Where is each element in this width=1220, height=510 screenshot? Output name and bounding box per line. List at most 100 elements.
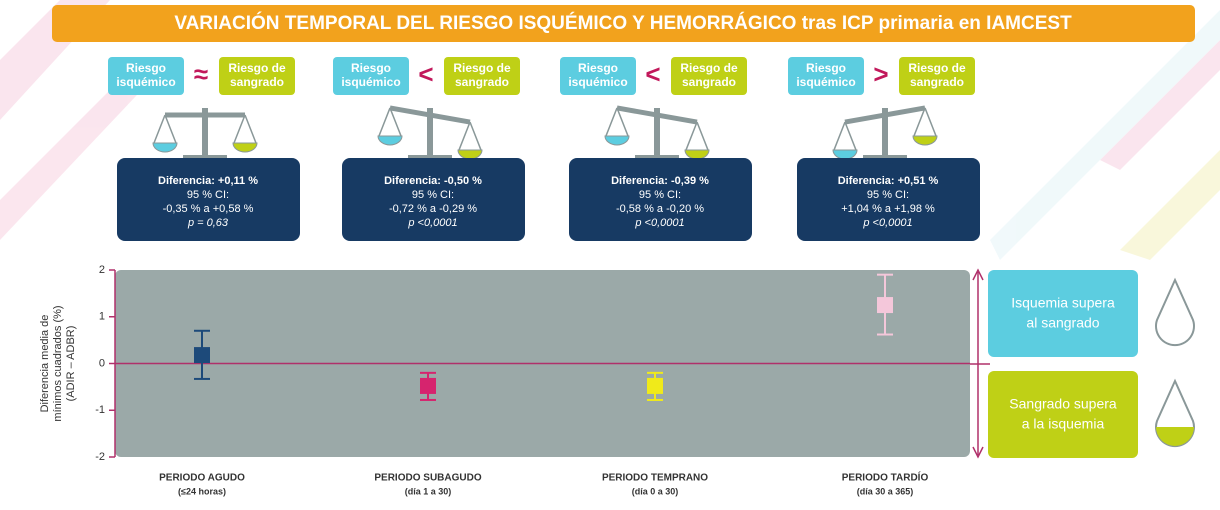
stats-line: Diferencia: -0,50 % — [384, 175, 482, 187]
ischemic-label: Riesgo — [578, 61, 618, 75]
point — [647, 377, 663, 394]
scale-pan — [832, 149, 858, 160]
bleeding-label-box — [671, 57, 747, 95]
ischemic-label: Riesgo — [351, 61, 391, 75]
ischemic-label-box — [333, 57, 409, 95]
ischemic-label: Riesgo — [126, 61, 166, 75]
scale-strings — [153, 114, 177, 144]
background-stripes — [0, 0, 1220, 260]
scale-pan — [912, 135, 938, 146]
point — [194, 347, 210, 364]
ischemic-label: isquémico — [116, 75, 175, 89]
stats-line: 95 % CI: — [639, 189, 681, 201]
ischemic-label-box — [108, 57, 184, 95]
balance-scale — [832, 105, 938, 161]
y-axis-label: mínimos cuadrados (%) — [52, 305, 64, 421]
scale-strings — [605, 107, 629, 137]
scale-post — [202, 108, 208, 158]
scale-strings — [378, 107, 402, 137]
scale-post — [427, 108, 433, 158]
side-arrow-head — [972, 268, 984, 459]
point — [420, 377, 436, 394]
comparison-symbol: > — [873, 59, 888, 89]
x-tick-label: PERIODO AGUDO — [159, 473, 245, 484]
y-tick-label: -1 — [95, 404, 105, 416]
bleeding-label: sangrado — [455, 75, 509, 89]
y-tick-label: -2 — [95, 451, 105, 463]
bleeding-label: sangrado — [230, 75, 284, 89]
y-axis-label: (ADIR – ADBR) — [65, 326, 77, 402]
title-bar — [52, 5, 1195, 42]
point — [877, 297, 893, 314]
side-box — [988, 371, 1138, 458]
scale-strings — [233, 114, 257, 144]
scale-beam — [616, 105, 698, 125]
comparison-symbol: ≈ — [194, 59, 208, 89]
comparison-symbol: < — [418, 59, 433, 89]
ischemic-label: Riesgo — [806, 61, 846, 75]
stats-box — [569, 158, 752, 241]
stats-line: -0,72 % a -0,29 % — [389, 203, 477, 215]
scale-beam — [389, 105, 471, 125]
drop-fill — [1156, 427, 1194, 446]
scale-pan — [152, 142, 178, 153]
scale-pan — [457, 149, 483, 160]
stats-line: Diferencia: +0,11 % — [158, 175, 258, 187]
title: VARIACIÓN TEMPORAL DEL RIESGO ISQUÉMICO … — [174, 12, 1072, 34]
drop-icon — [1155, 378, 1195, 448]
stats-line: +1,04 % a +1,98 % — [841, 203, 935, 215]
y-tick-label: 2 — [99, 264, 105, 276]
stats-line: -0,35 % a +0,58 % — [163, 203, 254, 215]
scale-pan — [232, 142, 258, 153]
stats-line: 95 % CI: — [867, 189, 909, 201]
y-axis-label: Diferencia media de — [39, 315, 51, 413]
side-box-label: a la isquemia — [1022, 416, 1105, 432]
stats-line: p <0,0001 — [407, 217, 457, 229]
ischemic-label-box — [560, 57, 636, 95]
scale-strings — [833, 121, 857, 151]
x-tick-label: PERIODO SUBAGUDO — [374, 473, 481, 484]
y-tick-label: 1 — [99, 311, 105, 323]
bleeding-label: Riesgo de — [908, 61, 966, 75]
x-tick-sublabel: (día 0 a 30) — [632, 486, 679, 496]
bleeding-label-box — [899, 57, 975, 95]
bleeding-label-box — [444, 57, 520, 95]
bleeding-label: sangrado — [682, 75, 736, 89]
stats-line: -0,58 % a -0,20 % — [616, 203, 704, 215]
stats-line: 95 % CI: — [412, 189, 454, 201]
side-box — [988, 270, 1138, 357]
bleeding-label: sangrado — [910, 75, 964, 89]
bleeding-label: Riesgo de — [228, 61, 286, 75]
balance-scale — [152, 108, 258, 161]
stats-line: 95 % CI: — [187, 189, 229, 201]
ischemic-label: isquémico — [341, 75, 400, 89]
x-tick-sublabel: (≤24 horas) — [178, 486, 226, 496]
ischemic-label-box — [788, 57, 864, 95]
x-tick-sublabel: (día 1 a 30) — [405, 486, 452, 496]
ischemic-label: isquémico — [568, 75, 627, 89]
side-box-label: al sangrado — [1026, 315, 1099, 331]
side-box-label: Isquemia supera — [1011, 295, 1115, 311]
ischemic-label: isquémico — [796, 75, 855, 89]
stats-line: Diferencia: -0,39 % — [611, 175, 709, 187]
stats-box — [797, 158, 980, 241]
scale-post — [654, 108, 660, 158]
scale-strings — [913, 107, 937, 137]
drop-icon — [1155, 277, 1195, 347]
side-box-label: Sangrado supera — [1009, 396, 1117, 412]
stats-line: Diferencia: +0,51 % — [838, 175, 939, 187]
scale-beam — [844, 105, 926, 125]
stats-line: p <0,0001 — [634, 217, 684, 229]
scale-pan — [684, 149, 710, 160]
y-tick-label: 0 — [99, 357, 105, 369]
bleeding-label: Riesgo de — [453, 61, 511, 75]
bleeding-label: Riesgo de — [680, 61, 738, 75]
scale-pan — [377, 135, 403, 146]
balance-scale — [604, 105, 710, 161]
stats-line: p <0,0001 — [862, 217, 912, 229]
stats-box — [342, 158, 525, 241]
stats-line: p = 0,63 — [187, 217, 229, 229]
bleeding-label-box — [219, 57, 295, 95]
comparison-symbol: < — [645, 59, 660, 89]
